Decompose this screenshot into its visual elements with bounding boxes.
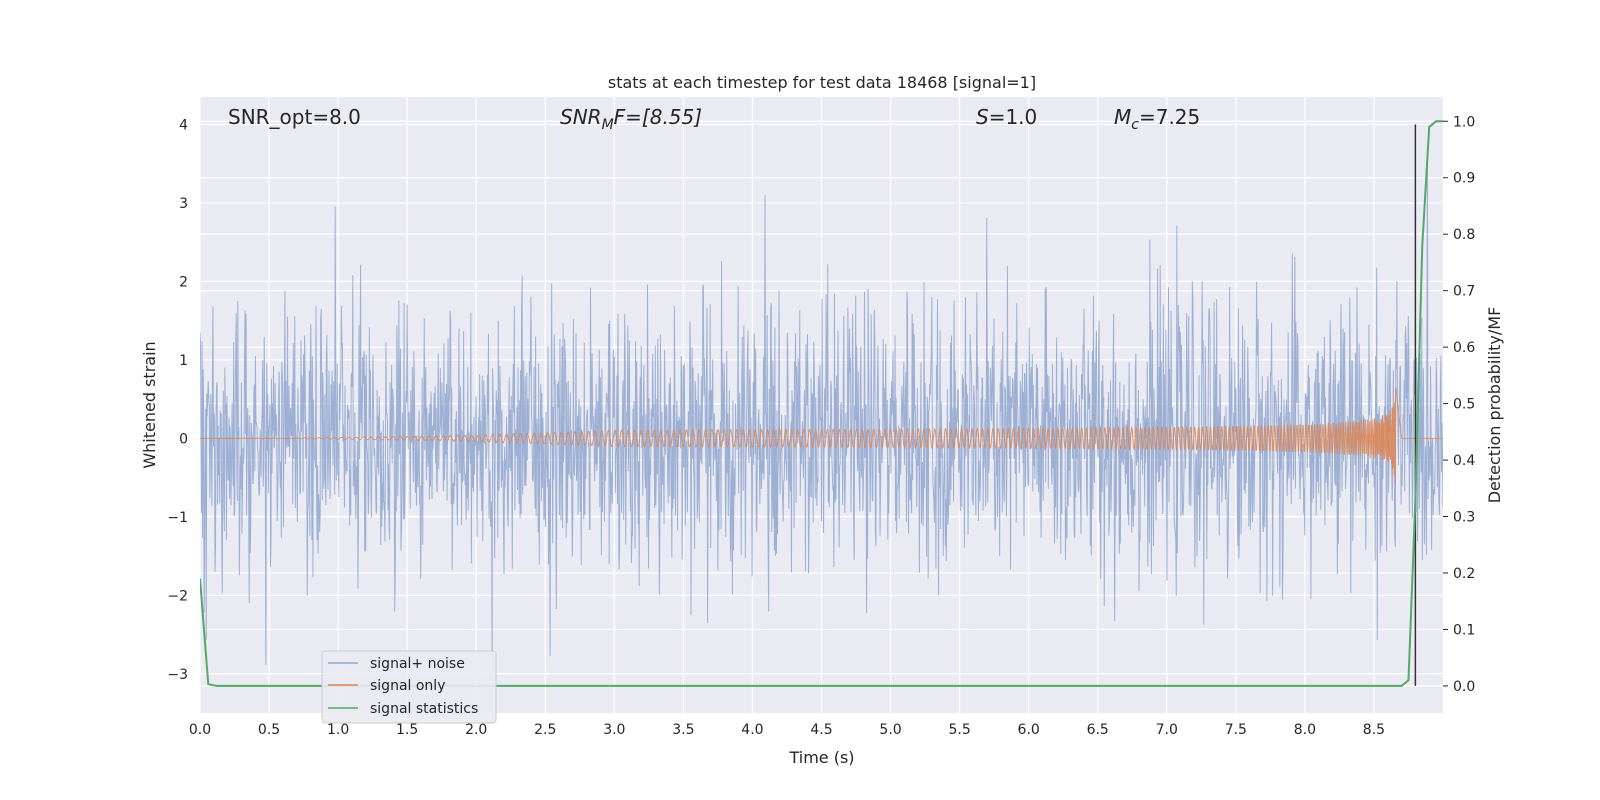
x-tick-label: 4.5	[810, 722, 832, 738]
y-right-tick-label: 0.8	[1453, 227, 1475, 243]
y-axis-ticks: −3 −2 −1 0 1 2 3 4	[167, 117, 188, 682]
s-rest: =1.0	[989, 105, 1038, 129]
y-tick-label: −2	[167, 588, 188, 604]
y-right-tick-label: 0.4	[1453, 453, 1475, 469]
x-tick-label: 7.5	[1225, 722, 1247, 738]
x-tick-label: 7.0	[1156, 722, 1178, 738]
mc-subscript: c	[1131, 117, 1139, 133]
legend-label-signal-statistics: signal statistics	[370, 701, 478, 717]
legend-label-signal-noise: signal+ noise	[370, 656, 465, 672]
series-layer	[200, 120, 1443, 687]
y-axis-label: Whitened strain	[140, 341, 159, 468]
y-tick-label: 4	[179, 117, 188, 133]
series-signal-statistics	[200, 120, 1443, 687]
s-symbol: S	[976, 105, 989, 129]
x-tick-label: 1.0	[327, 722, 349, 738]
x-tick-label: 0.5	[258, 722, 280, 738]
y-right-axis-ticks: 0.0 0.1 0.2 0.3 0.4 0.5 0.6 0.7 0.8 0.9 1.0	[1443, 114, 1475, 695]
annotation-mc: Mc=7.25	[1114, 105, 1200, 133]
x-tick-label: 1.5	[396, 722, 418, 738]
x-tick-label: 3.0	[603, 722, 625, 738]
y-right-tick-label: 0.1	[1453, 622, 1475, 638]
y-tick-label: 3	[179, 196, 188, 212]
y-right-tick-label: 0.3	[1453, 510, 1475, 526]
mc-rest: =7.25	[1139, 105, 1200, 129]
mc-symbol: M	[1114, 105, 1131, 129]
y-right-tick-label: 0.5	[1453, 397, 1475, 413]
annotation-s: S=1.0	[976, 105, 1037, 129]
legend-label-signal-only: signal only	[370, 678, 445, 694]
y-right-tick-label: 0.7	[1453, 284, 1475, 300]
series-signal-noise	[200, 152, 1443, 672]
y-tick-label: −3	[167, 667, 188, 683]
plot-area	[200, 120, 1443, 687]
x-tick-label: 8.0	[1294, 722, 1316, 738]
x-axis-ticks: 0.0 0.5 1.0 1.5 2.0 2.5 3.0 3.5 4.0 4.5 5.0 5.5 6.0 6…	[189, 722, 1385, 738]
y-tick-label: 2	[179, 274, 188, 290]
x-tick-label: 8.5	[1363, 722, 1385, 738]
y-right-tick-label: 0.6	[1453, 340, 1475, 356]
x-tick-label: 6.5	[1087, 722, 1109, 738]
series-signal-only	[200, 387, 1443, 483]
x-tick-label: 5.0	[879, 722, 901, 738]
snr-mf-subscript: M	[602, 117, 614, 133]
snr-mf-symbol: SNR	[560, 105, 602, 129]
annotation-snr-opt: SNR_opt=8.0	[228, 105, 361, 129]
x-tick-label: 5.5	[948, 722, 970, 738]
chart-title: stats at each timestep for test data 184…	[608, 73, 1036, 92]
x-tick-label: 2.5	[534, 722, 556, 738]
x-tick-label: 4.0	[741, 722, 763, 738]
x-tick-label: 0.0	[189, 722, 211, 738]
y-right-axis-label: Detection probability/MF	[1485, 307, 1504, 504]
y-right-tick-label: 0.9	[1453, 171, 1475, 187]
legend: signal+ noise signal only signal statist…	[321, 650, 497, 724]
annotation-snr-mf: SNRMF=[8.55]	[560, 105, 702, 133]
x-tick-label: 6.0	[1018, 722, 1040, 738]
y-tick-label: 1	[179, 353, 188, 369]
y-right-tick-label: 1.0	[1453, 114, 1475, 130]
y-tick-label: −1	[167, 510, 188, 526]
y-tick-label: 0	[179, 431, 188, 447]
snr-mf-rest: F=[8.55]	[614, 105, 702, 129]
x-axis-label: Time (s)	[788, 748, 854, 767]
y-right-tick-label: 0.2	[1453, 566, 1475, 582]
x-tick-label: 3.5	[672, 722, 694, 738]
y-right-tick-label: 0.0	[1453, 679, 1475, 695]
legend-box	[321, 650, 497, 724]
x-tick-label: 2.0	[465, 722, 487, 738]
